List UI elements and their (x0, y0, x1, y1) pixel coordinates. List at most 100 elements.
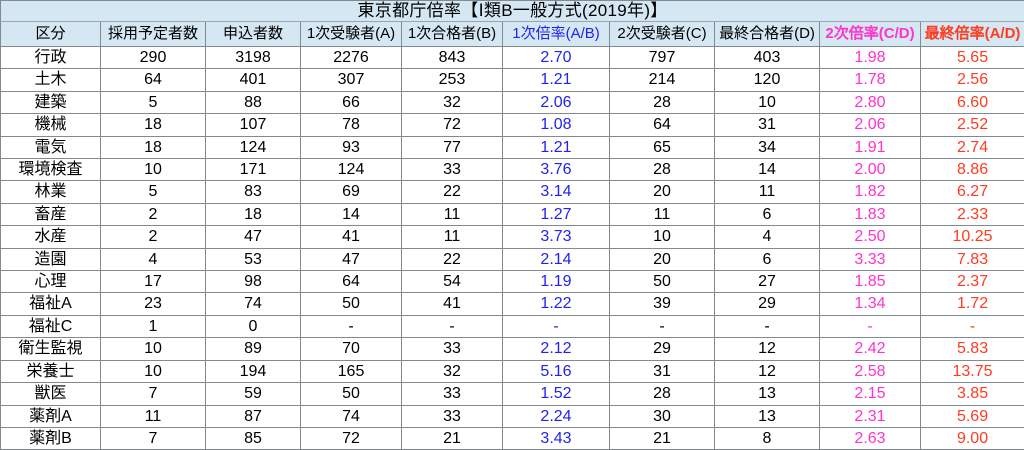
cell-pass1: 32 (402, 360, 503, 382)
cell-exam2: 20 (610, 248, 715, 270)
cell-exam2: 31 (610, 360, 715, 382)
cell-finalpass: 29 (715, 293, 820, 315)
cell-exam1: 47 (301, 248, 402, 270)
cell-planned: 10 (101, 159, 206, 181)
cell-planned: 18 (101, 114, 206, 136)
cell-ratio1: 1.21 (503, 69, 610, 91)
cell-exam1: 64 (301, 271, 402, 293)
column-header-final-ratio[interactable]: 最終倍率(A/D) (921, 22, 1024, 47)
cell-exam2: 28 (610, 383, 715, 405)
cell-ratio2: 2.31 (820, 405, 921, 427)
cell-finalpass: - (715, 315, 820, 337)
cell-exam1: - (301, 315, 402, 337)
cell-finalpass: 10 (715, 91, 820, 113)
cell-category: 薬剤B (1, 427, 101, 449)
cell-ratio1: 3.43 (503, 427, 610, 449)
cell-planned: 1 (101, 315, 206, 337)
cell-ratio2: 2.58 (820, 360, 921, 382)
cell-pass1: 72 (402, 114, 503, 136)
cell-planned: 64 (101, 69, 206, 91)
cell-pass1: 41 (402, 293, 503, 315)
table-title: 東京都庁倍率【Ⅰ類B一般方式(2019年)】 (1, 1, 1024, 22)
column-header-pass1[interactable]: 1次合格者(B) (402, 22, 503, 47)
cell-finalpass: 14 (715, 159, 820, 181)
cell-exam1: 165 (301, 360, 402, 382)
cell-ratio2: 1.91 (820, 136, 921, 158)
cell-exam1: 69 (301, 181, 402, 203)
cell-ratio2: 2.80 (820, 91, 921, 113)
cell-final-ratio: 3.85 (921, 383, 1024, 405)
cell-planned: 2 (101, 226, 206, 248)
cell-planned: 18 (101, 136, 206, 158)
cell-pass1: - (402, 315, 503, 337)
cell-pass1: 33 (402, 338, 503, 360)
cell-finalpass: 6 (715, 248, 820, 270)
cell-category: 衛生監視 (1, 338, 101, 360)
cell-ratio1: - (503, 315, 610, 337)
cell-ratio1: 5.16 (503, 360, 610, 382)
column-header-planned[interactable]: 採用予定者数 (101, 22, 206, 47)
cell-planned: 5 (101, 91, 206, 113)
cell-ratio2: 1.83 (820, 203, 921, 225)
cell-category: 福祉C (1, 315, 101, 337)
cell-applied: 59 (206, 383, 301, 405)
cell-applied: 98 (206, 271, 301, 293)
cell-ratio2: 3.33 (820, 248, 921, 270)
cell-exam2: 20 (610, 181, 715, 203)
column-header-ratio1[interactable]: 1次倍率(A/B) (503, 22, 610, 47)
column-header-exam2[interactable]: 2次受験者(C) (610, 22, 715, 47)
cell-pass1: 843 (402, 47, 503, 69)
cell-applied: 53 (206, 248, 301, 270)
cell-exam1: 70 (301, 338, 402, 360)
cell-exam2: 64 (610, 114, 715, 136)
cell-applied: 74 (206, 293, 301, 315)
cell-exam1: 72 (301, 427, 402, 449)
cell-planned: 17 (101, 271, 206, 293)
cell-final-ratio: 5.69 (921, 405, 1024, 427)
column-header-finalpass[interactable]: 最終合格者(D) (715, 22, 820, 47)
column-header-applied[interactable]: 申込者数 (206, 22, 301, 47)
cell-finalpass: 34 (715, 136, 820, 158)
column-header-ratio2[interactable]: 2次倍率(C/D) (820, 22, 921, 47)
cell-ratio1: 1.08 (503, 114, 610, 136)
cell-final-ratio: 2.74 (921, 136, 1024, 158)
column-header-category[interactable]: 区分 (1, 22, 101, 47)
cell-exam1: 50 (301, 383, 402, 405)
cell-final-ratio: 7.83 (921, 248, 1024, 270)
column-header-exam1[interactable]: 1次受験者(A) (301, 22, 402, 47)
cell-exam2: 39 (610, 293, 715, 315)
cell-pass1: 32 (402, 91, 503, 113)
cell-ratio2: 2.63 (820, 427, 921, 449)
cell-finalpass: 27 (715, 271, 820, 293)
cell-category: 水産 (1, 226, 101, 248)
cell-exam1: 124 (301, 159, 402, 181)
cell-applied: 3198 (206, 47, 301, 69)
cell-exam2: 29 (610, 338, 715, 360)
cell-pass1: 21 (402, 427, 503, 449)
cell-final-ratio: 5.65 (921, 47, 1024, 69)
table-head: 東京都庁倍率【Ⅰ類B一般方式(2019年)】 区分 採用予定者数 申込者数 1次… (1, 1, 1024, 47)
cell-ratio2: 1.34 (820, 293, 921, 315)
cell-applied: 85 (206, 427, 301, 449)
cell-exam2: 28 (610, 91, 715, 113)
cell-final-ratio: 2.56 (921, 69, 1024, 91)
